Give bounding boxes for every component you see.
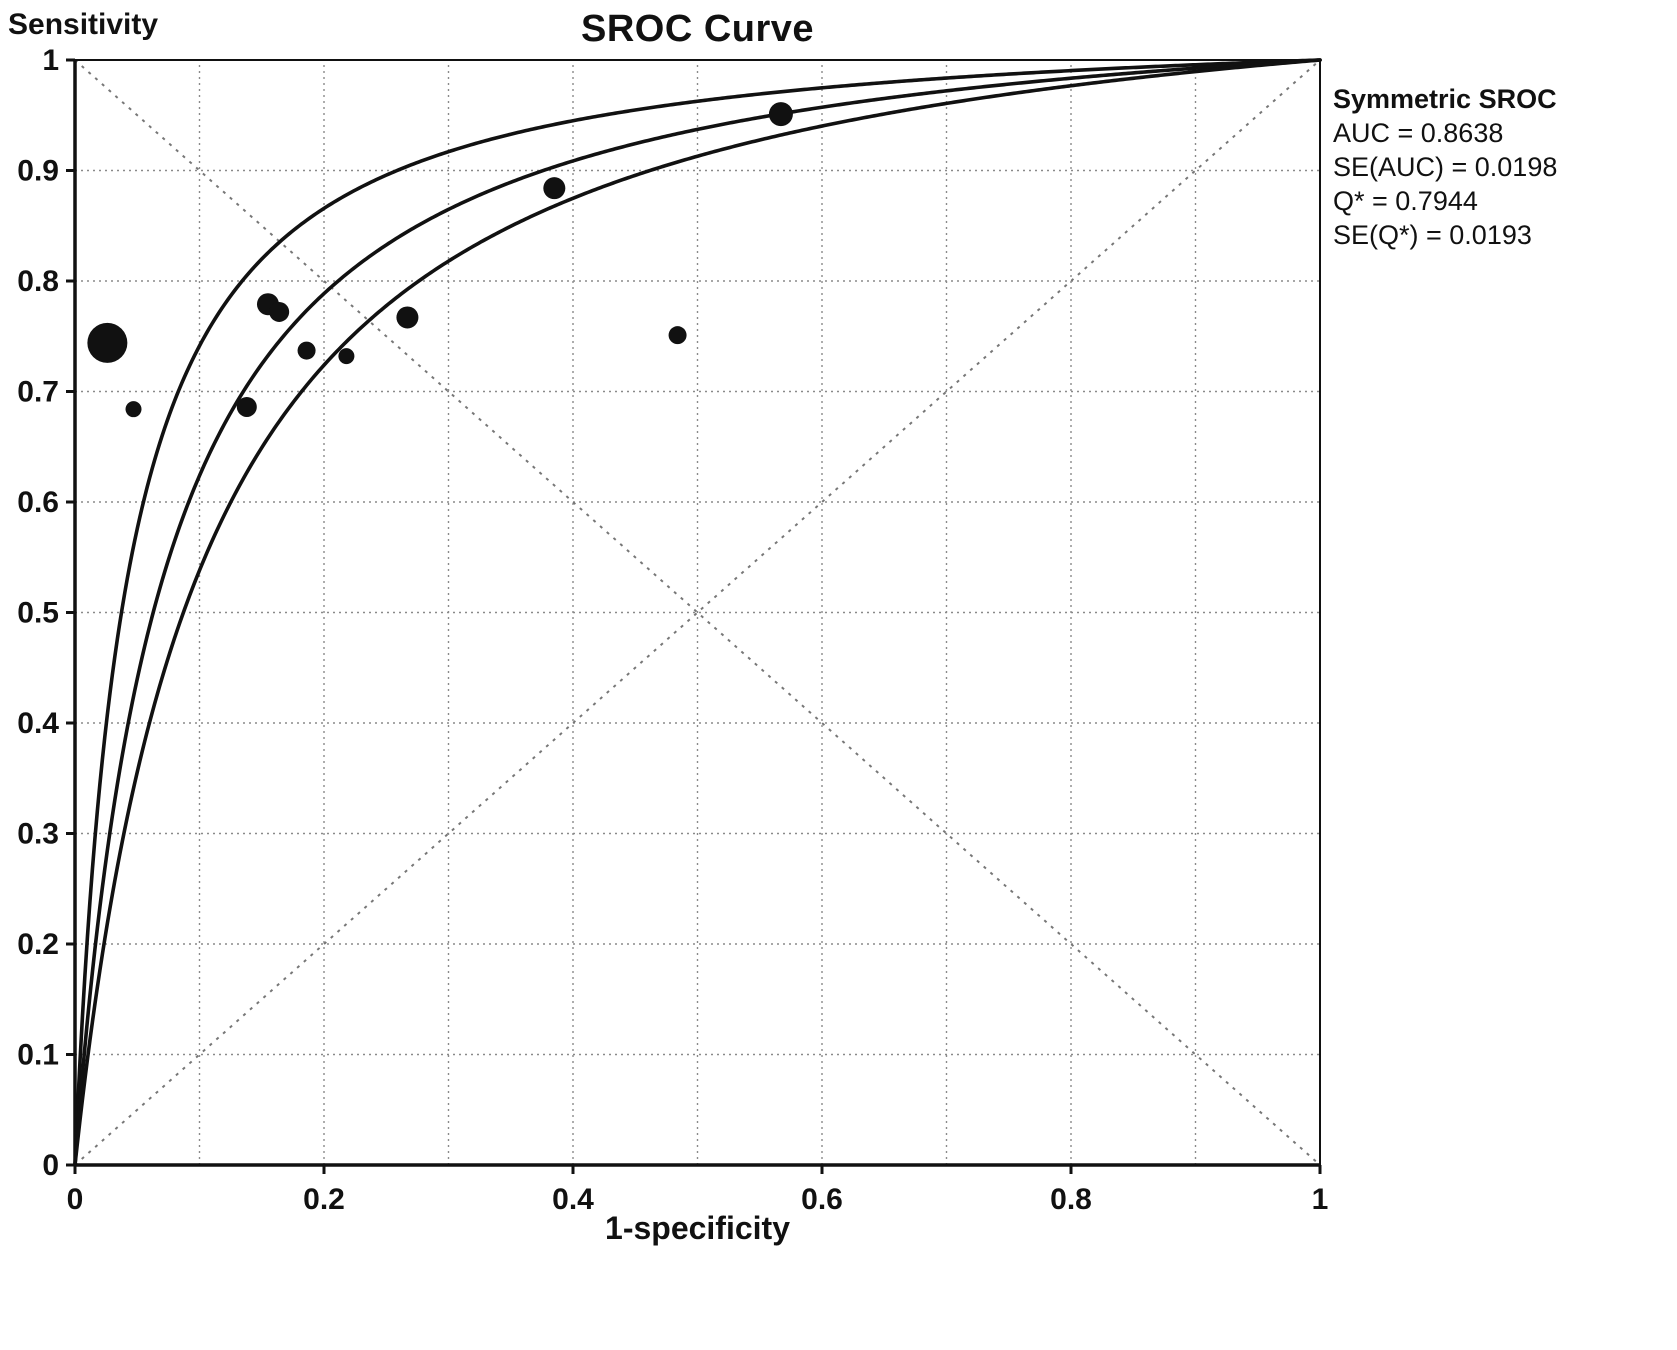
study-point [396,306,419,329]
x-axis-title: 1-specificity [605,1210,790,1246]
legend-line-se-qstar: SE(Q*) = 0.0193 [1333,220,1532,250]
legend-line-auc: AUC = 0.8638 [1333,118,1504,148]
y-tick-label: 0.6 [17,486,59,519]
study-point [125,401,142,418]
y-tick-label: 1 [42,44,59,77]
study-point [236,396,257,417]
y-axis-title: Sensitivity [8,8,159,41]
x-tick-label: 0.6 [801,1183,843,1216]
y-tick-label: 0.3 [17,818,59,851]
study-point [269,301,290,322]
x-tick-label: 1 [1312,1183,1329,1216]
anti-diagonal [74,59,1321,1166]
study-point [768,102,793,127]
study-point [87,322,128,363]
chance-diagonal [74,59,1321,1166]
y-tick-label: 0 [42,1149,59,1182]
x-tick-label: 0.2 [303,1183,345,1216]
study-point [338,348,355,365]
sroc-legend: Symmetric SROC AUC = 0.8638 SE(AUC) = 0.… [1333,82,1673,252]
sroc-lower-confidence-curve [73,58,1322,1167]
study-point [543,177,566,200]
y-tick-label: 0.8 [17,265,59,298]
y-tick-label: 0.5 [17,597,59,630]
sroc-upper-confidence-curve [73,58,1322,1167]
study-point [297,341,316,360]
y-tick-label: 0.9 [17,155,59,188]
legend-title: Symmetric SROC [1333,84,1557,114]
y-tick-label: 0.7 [17,376,59,409]
chart-title: SROC Curve [580,8,815,50]
legend-line-qstar: Q* = 0.7944 [1333,186,1478,216]
x-tick-label: 0.8 [1050,1183,1092,1216]
y-tick-label: 0.1 [17,1039,59,1072]
y-tick-label: 0.2 [17,928,59,961]
y-tick-label: 0.4 [17,707,59,740]
x-tick-label: 0 [67,1183,84,1216]
sroc-curve [73,58,1322,1167]
study-point [668,326,687,345]
x-tick-label: 0.4 [552,1183,594,1216]
legend-line-se-auc: SE(AUC) = 0.0198 [1333,152,1558,182]
